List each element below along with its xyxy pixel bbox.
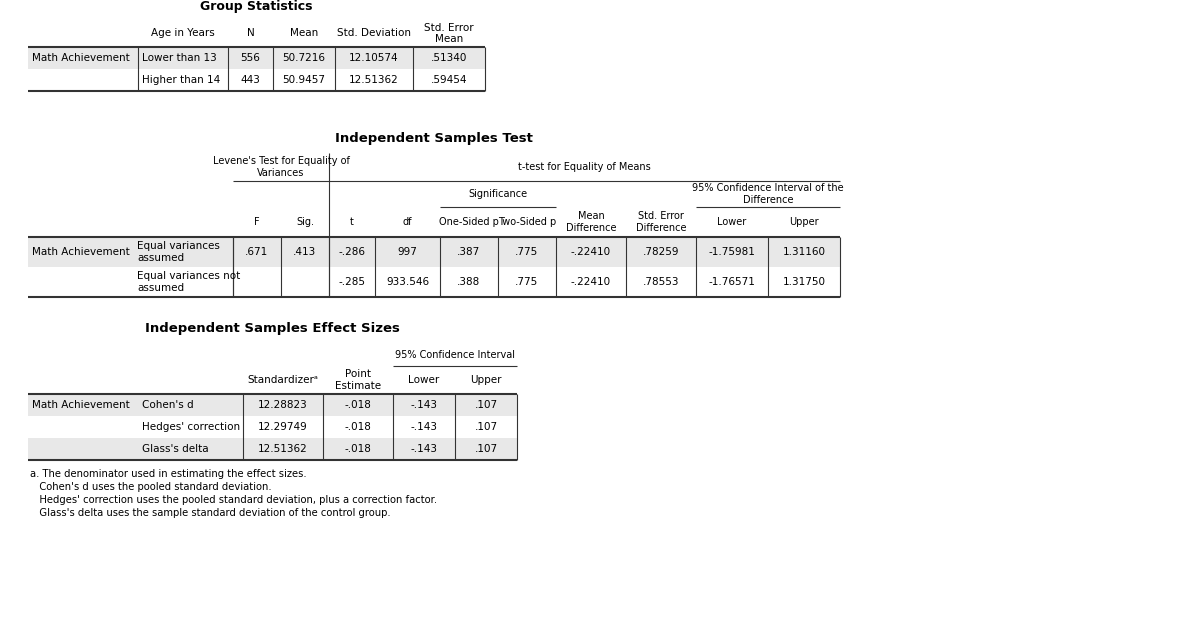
- Text: -.22410: -.22410: [571, 277, 611, 287]
- Text: .671: .671: [245, 247, 269, 257]
- Text: .388: .388: [457, 277, 481, 287]
- Text: -1.76571: -1.76571: [708, 277, 756, 287]
- Bar: [28, 47, 485, 69]
- Text: 12.51362: 12.51362: [258, 444, 308, 454]
- Text: Equal variances not
assumed: Equal variances not assumed: [137, 271, 240, 292]
- Text: N: N: [247, 29, 254, 39]
- Text: Glass's delta uses the sample standard deviation of the control group.: Glass's delta uses the sample standard d…: [30, 508, 391, 518]
- Text: .78553: .78553: [643, 277, 679, 287]
- Text: F: F: [254, 217, 260, 227]
- Text: Two-Sided p: Two-Sided p: [498, 217, 556, 227]
- Text: 12.51362: 12.51362: [349, 75, 398, 85]
- Text: t: t: [350, 217, 354, 227]
- Text: 12.28823: 12.28823: [258, 400, 308, 410]
- Text: Independent Samples Effect Sizes: Independent Samples Effect Sizes: [145, 322, 400, 335]
- Text: 12.29749: 12.29749: [258, 422, 308, 432]
- Text: 1.31160: 1.31160: [782, 247, 826, 257]
- Text: Math Achievement: Math Achievement: [32, 53, 130, 63]
- Text: Levene's Test for Equality of
Variances: Levene's Test for Equality of Variances: [212, 156, 349, 178]
- Text: .387: .387: [457, 247, 481, 257]
- Text: .775: .775: [515, 247, 539, 257]
- Text: Sig.: Sig.: [296, 217, 314, 227]
- Text: 1.31750: 1.31750: [782, 277, 826, 287]
- Text: Hedges' correction uses the pooled standard deviation, plus a correction factor.: Hedges' correction uses the pooled stand…: [30, 495, 437, 505]
- Text: .775: .775: [515, 277, 539, 287]
- Text: 997: 997: [397, 247, 418, 257]
- Text: Lower than 13: Lower than 13: [142, 53, 217, 63]
- Text: .107: .107: [474, 422, 498, 432]
- Text: Upper: Upper: [790, 217, 818, 227]
- Text: Mean: Mean: [290, 29, 318, 39]
- Text: 933.546: 933.546: [386, 277, 430, 287]
- Text: Std. Error
Difference: Std. Error Difference: [636, 211, 686, 232]
- Text: 50.9457: 50.9457: [282, 75, 325, 85]
- Text: 95% Confidence Interval: 95% Confidence Interval: [395, 350, 515, 360]
- Text: -.143: -.143: [410, 400, 438, 410]
- Text: 12.10574: 12.10574: [349, 53, 398, 63]
- Text: Math Achievement: Math Achievement: [32, 247, 130, 257]
- Text: Age in Years: Age in Years: [151, 29, 215, 39]
- Text: .78259: .78259: [643, 247, 679, 257]
- Text: Significance: Significance: [468, 189, 528, 199]
- Text: -.143: -.143: [410, 422, 438, 432]
- Text: Lower: Lower: [408, 375, 439, 385]
- Text: Cohen's d: Cohen's d: [142, 400, 193, 410]
- Text: Standardizerᵃ: Standardizerᵃ: [247, 375, 318, 385]
- Text: t-test for Equality of Means: t-test for Equality of Means: [518, 162, 650, 172]
- Text: -.286: -.286: [338, 247, 366, 257]
- Bar: [28, 438, 517, 460]
- Text: 95% Confidence Interval of the
Difference: 95% Confidence Interval of the Differenc…: [692, 183, 844, 205]
- Text: Mean
Difference: Mean Difference: [565, 211, 617, 232]
- Text: 443: 443: [240, 75, 260, 85]
- Text: -1.75981: -1.75981: [708, 247, 756, 257]
- Bar: [28, 237, 840, 267]
- Text: .107: .107: [474, 400, 498, 410]
- Text: .51340: .51340: [431, 53, 467, 63]
- Text: 50.7216: 50.7216: [282, 53, 325, 63]
- Text: Std. Error
Mean: Std. Error Mean: [424, 22, 474, 44]
- Text: Upper: Upper: [470, 375, 502, 385]
- Text: -.018: -.018: [344, 422, 372, 432]
- Text: Std. Deviation: Std. Deviation: [337, 29, 410, 39]
- Text: .107: .107: [474, 444, 498, 454]
- Text: One-Sided p: One-Sided p: [439, 217, 499, 227]
- Bar: [28, 394, 517, 416]
- Text: 556: 556: [240, 53, 260, 63]
- Text: Group Statistics: Group Statistics: [200, 0, 313, 13]
- Text: -.143: -.143: [410, 444, 438, 454]
- Text: Math Achievement: Math Achievement: [32, 400, 130, 410]
- Text: Glass's delta: Glass's delta: [142, 444, 209, 454]
- Text: Hedges' correction: Hedges' correction: [142, 422, 240, 432]
- Text: Cohen's d uses the pooled standard deviation.: Cohen's d uses the pooled standard devia…: [30, 482, 271, 492]
- Text: -.018: -.018: [344, 400, 372, 410]
- Text: -.018: -.018: [344, 444, 372, 454]
- Text: df: df: [403, 217, 413, 227]
- Text: a. The denominator used in estimating the effect sizes.: a. The denominator used in estimating th…: [30, 469, 307, 479]
- Text: .59454: .59454: [431, 75, 467, 85]
- Text: -.285: -.285: [338, 277, 366, 287]
- Text: Lower: Lower: [718, 217, 746, 227]
- Text: Higher than 14: Higher than 14: [142, 75, 221, 85]
- Text: Equal variances
assumed: Equal variances assumed: [137, 241, 220, 262]
- Text: .413: .413: [293, 247, 317, 257]
- Text: Independent Samples Test: Independent Samples Test: [335, 132, 533, 145]
- Text: Point
Estimate: Point Estimate: [335, 369, 382, 391]
- Text: -.22410: -.22410: [571, 247, 611, 257]
